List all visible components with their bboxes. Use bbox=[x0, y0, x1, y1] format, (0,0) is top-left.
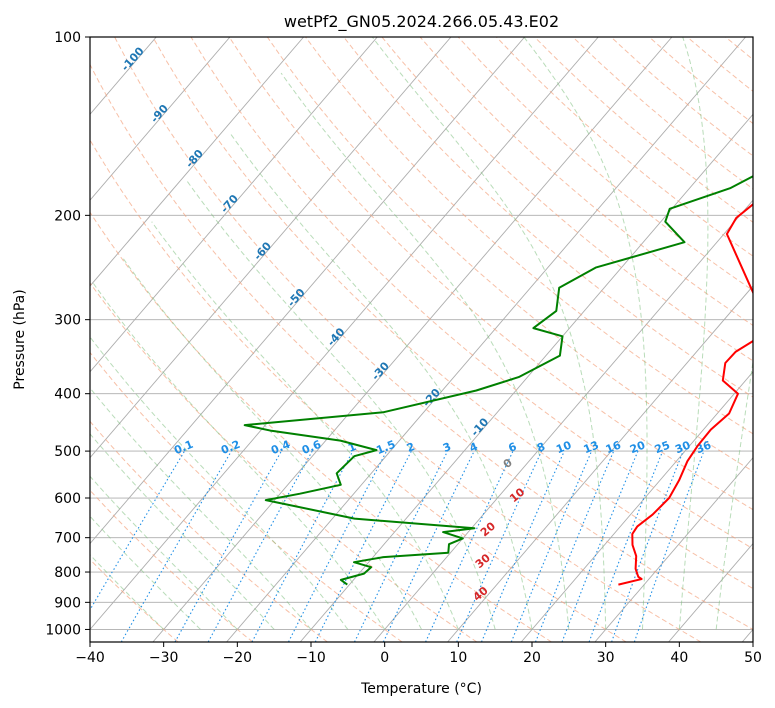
dry-adiabat-line bbox=[114, 37, 753, 630]
moist-adiabat-line bbox=[280, 72, 570, 630]
mixing-ratio-label: 20 bbox=[628, 438, 647, 456]
dry-adiabat-line bbox=[90, 63, 702, 642]
isotherm-line bbox=[90, 37, 452, 459]
isotherm-line bbox=[447, 285, 753, 642]
mixing-ratio-label: 13 bbox=[582, 439, 601, 457]
y-tick-label: 300 bbox=[54, 313, 81, 329]
dry-adiabat-line bbox=[381, 37, 753, 362]
y-tick-label: 800 bbox=[54, 565, 81, 581]
x-tick-label: 30 bbox=[597, 650, 615, 666]
moist-adiabat-line bbox=[186, 180, 496, 630]
mixing-ratio-label: 30 bbox=[673, 438, 692, 456]
sounding-profile-line bbox=[618, 203, 753, 586]
isotherm-line bbox=[373, 199, 753, 642]
isotherm-line bbox=[520, 371, 753, 642]
moist-adiabat-line bbox=[678, 37, 709, 630]
mixing-ratio-label: 25 bbox=[653, 439, 672, 457]
dry-adiabat-line bbox=[90, 211, 552, 642]
isotherm-line bbox=[90, 37, 525, 545]
dry-adiabat-line bbox=[457, 37, 753, 292]
sounding-series bbox=[243, 175, 753, 586]
dry-adiabat-line bbox=[90, 139, 627, 642]
mixing-ratio-label: 8 bbox=[535, 440, 547, 455]
dry-adiabat-line bbox=[228, 37, 753, 511]
isotherm-line bbox=[90, 37, 599, 631]
y-tick-label: 900 bbox=[54, 595, 81, 611]
y-tick-label: 700 bbox=[54, 531, 81, 547]
dry-adiabat-line bbox=[152, 37, 753, 590]
x-tick-label: −30 bbox=[149, 650, 179, 666]
moist-adiabat-line bbox=[523, 37, 648, 630]
x-tick-label: −20 bbox=[223, 650, 253, 666]
moist-adiabat-line bbox=[121, 256, 422, 630]
moist-adiabat-line bbox=[371, 37, 607, 630]
dry-adiabat-line bbox=[90, 489, 254, 642]
mixing-ratio-label: 10 bbox=[554, 438, 573, 456]
mixing-ratio-line bbox=[534, 450, 615, 642]
x-tick-label: −40 bbox=[75, 650, 105, 666]
mixing-ratio-label: 1 bbox=[346, 440, 358, 455]
x-tick-label: 10 bbox=[449, 650, 467, 666]
moist-adiabat-line bbox=[90, 433, 275, 630]
y-tick-label: 500 bbox=[54, 444, 81, 460]
x-tick-label: 0 bbox=[380, 650, 389, 666]
dry-adiabat-line bbox=[90, 420, 328, 642]
isotherm-line bbox=[152, 37, 673, 642]
plot-area: 0.1 0.2 0.4 0.6 1 1.5 2 3 4 6 8 10 13 16 20 25 30 36-100-… bbox=[90, 37, 753, 642]
mixing-ratio-line bbox=[314, 450, 412, 642]
x-tick-label: −10 bbox=[296, 650, 326, 666]
dry-adiabat-line bbox=[90, 282, 478, 642]
mixing-ratio-line bbox=[561, 450, 639, 642]
isotherm-line bbox=[90, 37, 231, 201]
mixing-ratio-label: 3 bbox=[441, 440, 453, 455]
moist-adiabat-line bbox=[90, 336, 349, 630]
y-tick-label: 200 bbox=[54, 208, 81, 224]
y-tick-label: 1000 bbox=[45, 622, 81, 638]
mixing-ratio-line bbox=[611, 450, 684, 642]
moist-adiabat-line bbox=[90, 387, 312, 630]
mixing-ratio-label: 16 bbox=[604, 438, 623, 456]
x-tick-label: 40 bbox=[670, 650, 688, 666]
moist-adiabat-line bbox=[92, 282, 386, 630]
mixing-ratio-line bbox=[510, 450, 593, 642]
isotherm-line bbox=[594, 457, 753, 642]
dry-adiabat-line bbox=[190, 37, 753, 550]
moist-adiabat-line bbox=[90, 554, 165, 630]
mixing-ratio-line bbox=[588, 450, 664, 642]
mixing-ratio-line bbox=[207, 450, 313, 642]
y-tick-label: 100 bbox=[54, 30, 81, 46]
mixing-ratio-line bbox=[251, 450, 354, 642]
sounding-profile-line bbox=[243, 175, 753, 586]
moist-adiabat-line bbox=[229, 132, 533, 630]
mixing-ratio-label: 2 bbox=[405, 440, 417, 455]
isotherm-line bbox=[299, 113, 753, 642]
plot-frame bbox=[89, 36, 754, 643]
mixing-ratio-line bbox=[174, 450, 282, 642]
x-tick-label: 50 bbox=[744, 650, 762, 666]
isotherm-line bbox=[226, 37, 746, 642]
dry-adiabat-line bbox=[266, 37, 753, 472]
moist-adiabat-line bbox=[151, 221, 459, 630]
isotherm-line bbox=[90, 37, 378, 373]
x-tick-label: 20 bbox=[523, 650, 541, 666]
x-axis-title: Temperature (°C) bbox=[360, 681, 482, 697]
background-lines bbox=[90, 37, 753, 642]
moist-adiabat-line bbox=[715, 358, 753, 630]
chart-title: wetPf2_GN05.2024.266.05.43.E02 bbox=[284, 12, 559, 32]
dry-adiabat-line bbox=[90, 351, 403, 642]
mixing-ratio-line bbox=[456, 450, 543, 642]
mixing-ratio-line bbox=[480, 450, 565, 642]
axis-ticks: −40 −30 −20 −10 0 10 20 30 40 50 100 200 300 400 500 60… bbox=[45, 30, 762, 666]
y-tick-label: 400 bbox=[54, 387, 81, 403]
y-axis-title: Pressure (hPa) bbox=[12, 289, 28, 389]
y-tick-label: 600 bbox=[54, 491, 81, 507]
mixing-ratio-line bbox=[633, 450, 705, 642]
dry-adiabat-line bbox=[343, 37, 753, 398]
